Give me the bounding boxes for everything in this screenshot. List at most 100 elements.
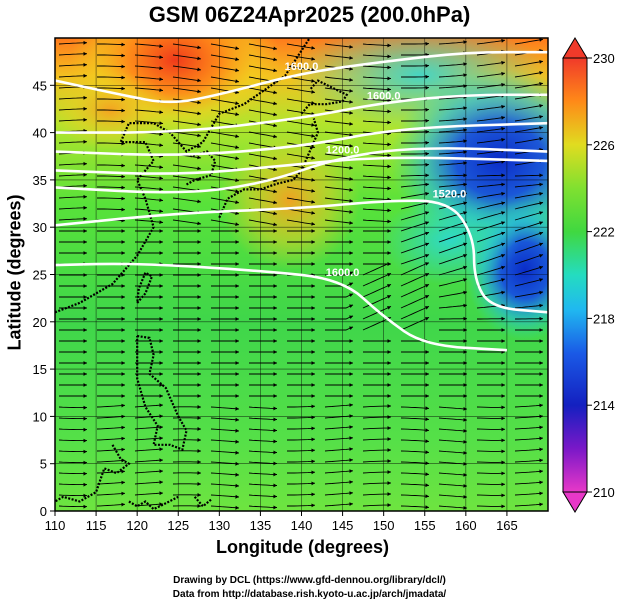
streamline-arrowhead xyxy=(349,282,353,286)
streamline xyxy=(400,428,430,431)
streamline-arrowhead xyxy=(349,56,353,60)
streamline xyxy=(476,242,506,254)
streamline-arrowhead xyxy=(539,38,543,42)
streamline xyxy=(58,163,88,166)
streamline-arrowhead xyxy=(425,505,429,510)
streamline-arrowhead xyxy=(235,46,239,51)
streamline xyxy=(96,503,126,507)
streamline xyxy=(96,492,126,496)
streamline-arrowhead xyxy=(197,155,201,160)
streamline xyxy=(324,43,354,48)
streamline xyxy=(97,120,126,123)
streamline-arrowhead xyxy=(83,62,87,67)
streamline-arrowhead xyxy=(235,494,239,499)
streamline-arrowhead xyxy=(159,88,163,92)
streamline-arrowhead xyxy=(501,460,505,465)
streamline xyxy=(400,192,430,199)
streamline-arrowhead xyxy=(121,196,125,201)
streamline-arrowhead xyxy=(463,473,467,477)
streamline-arrowhead xyxy=(349,403,353,407)
streamline-arrowhead xyxy=(121,42,125,47)
streamline-arrowhead xyxy=(159,328,163,332)
streamline-arrowhead xyxy=(463,128,467,132)
streamline-arrowhead xyxy=(463,139,467,143)
streamline xyxy=(324,142,354,147)
streamline-arrowhead xyxy=(387,503,391,507)
streamline-arrowhead xyxy=(387,437,391,441)
streamline-arrowhead xyxy=(501,173,505,178)
streamline-arrowhead xyxy=(159,165,163,169)
streamline-arrowhead xyxy=(159,77,163,81)
streamline xyxy=(438,505,468,509)
streamline xyxy=(362,76,392,79)
streamline-arrowhead xyxy=(121,372,125,376)
streamline-arrowhead xyxy=(501,449,505,454)
streamline xyxy=(172,54,202,60)
streamline-arrowhead xyxy=(83,106,87,111)
streamline-arrowhead xyxy=(539,491,543,496)
streamline xyxy=(210,109,240,116)
streamline xyxy=(438,461,468,465)
streamline-arrowhead xyxy=(349,339,353,343)
streamline xyxy=(514,104,544,111)
streamline-arrowhead xyxy=(501,427,505,432)
streamline-arrowhead xyxy=(273,428,277,433)
streamline-arrowhead xyxy=(197,394,201,398)
streamline-arrowhead xyxy=(159,110,163,114)
streamline-arrowhead xyxy=(159,295,163,299)
streamline-arrowhead xyxy=(539,173,543,178)
streamline-arrowhead xyxy=(273,262,277,266)
streamline-arrowhead xyxy=(311,123,315,127)
streamline xyxy=(476,174,506,177)
streamline xyxy=(325,326,354,331)
streamline xyxy=(248,109,278,116)
streamline-arrowhead xyxy=(463,201,467,206)
streamline xyxy=(210,43,240,50)
streamline-arrowhead xyxy=(273,383,277,387)
streamline xyxy=(286,76,316,82)
streamline-arrowhead xyxy=(235,383,239,387)
streamline-arrowhead xyxy=(121,86,125,91)
streamline-arrowhead xyxy=(311,90,315,94)
streamline-arrowhead xyxy=(121,394,125,398)
streamline xyxy=(514,126,544,133)
streamline xyxy=(172,164,202,170)
streamline-arrowhead xyxy=(501,82,505,87)
streamline-arrowhead xyxy=(273,222,277,227)
streamline-arrowhead xyxy=(273,394,277,398)
streamline-arrowhead xyxy=(159,240,163,244)
streamline xyxy=(362,120,392,123)
streamline xyxy=(97,197,126,200)
streamline xyxy=(248,450,278,453)
streamline-arrowhead xyxy=(121,119,125,124)
streamline-arrowhead xyxy=(311,79,315,83)
streamline-arrowhead xyxy=(83,405,87,410)
streamline-arrowhead xyxy=(501,265,505,270)
streamline xyxy=(287,504,316,507)
streamline-arrowhead xyxy=(235,317,239,321)
streamline-arrowhead xyxy=(121,163,125,168)
streamline-arrowhead xyxy=(501,493,505,498)
streamline xyxy=(248,406,278,409)
streamline xyxy=(58,119,88,122)
streamline-arrowhead xyxy=(235,439,239,444)
streamline xyxy=(210,65,240,72)
streamline-arrowhead xyxy=(501,361,505,365)
streamline-arrowhead xyxy=(159,414,163,419)
streamline-arrowhead xyxy=(387,76,391,81)
streamline-arrowhead xyxy=(311,46,315,50)
colorbar-tick-label: 210 xyxy=(593,485,615,500)
streamline-arrowhead xyxy=(311,415,315,420)
streamline-arrowhead xyxy=(349,293,353,297)
streamline-arrowhead xyxy=(539,126,543,130)
credit-line-1: Drawing by DCL (https://www.gfd-dennou.o… xyxy=(173,575,446,586)
streamline-arrowhead xyxy=(463,328,467,332)
streamline xyxy=(438,151,468,155)
streamline-arrowhead xyxy=(387,404,391,408)
streamline-arrowhead xyxy=(501,231,505,236)
streamline-arrowhead xyxy=(83,183,87,188)
streamline xyxy=(134,219,164,223)
streamline-arrowhead xyxy=(159,44,163,48)
streamline-arrowhead xyxy=(463,462,467,466)
contour-labels: 1600.0 1520.0 1200.0 1600.0 1600.0 xyxy=(285,61,467,279)
